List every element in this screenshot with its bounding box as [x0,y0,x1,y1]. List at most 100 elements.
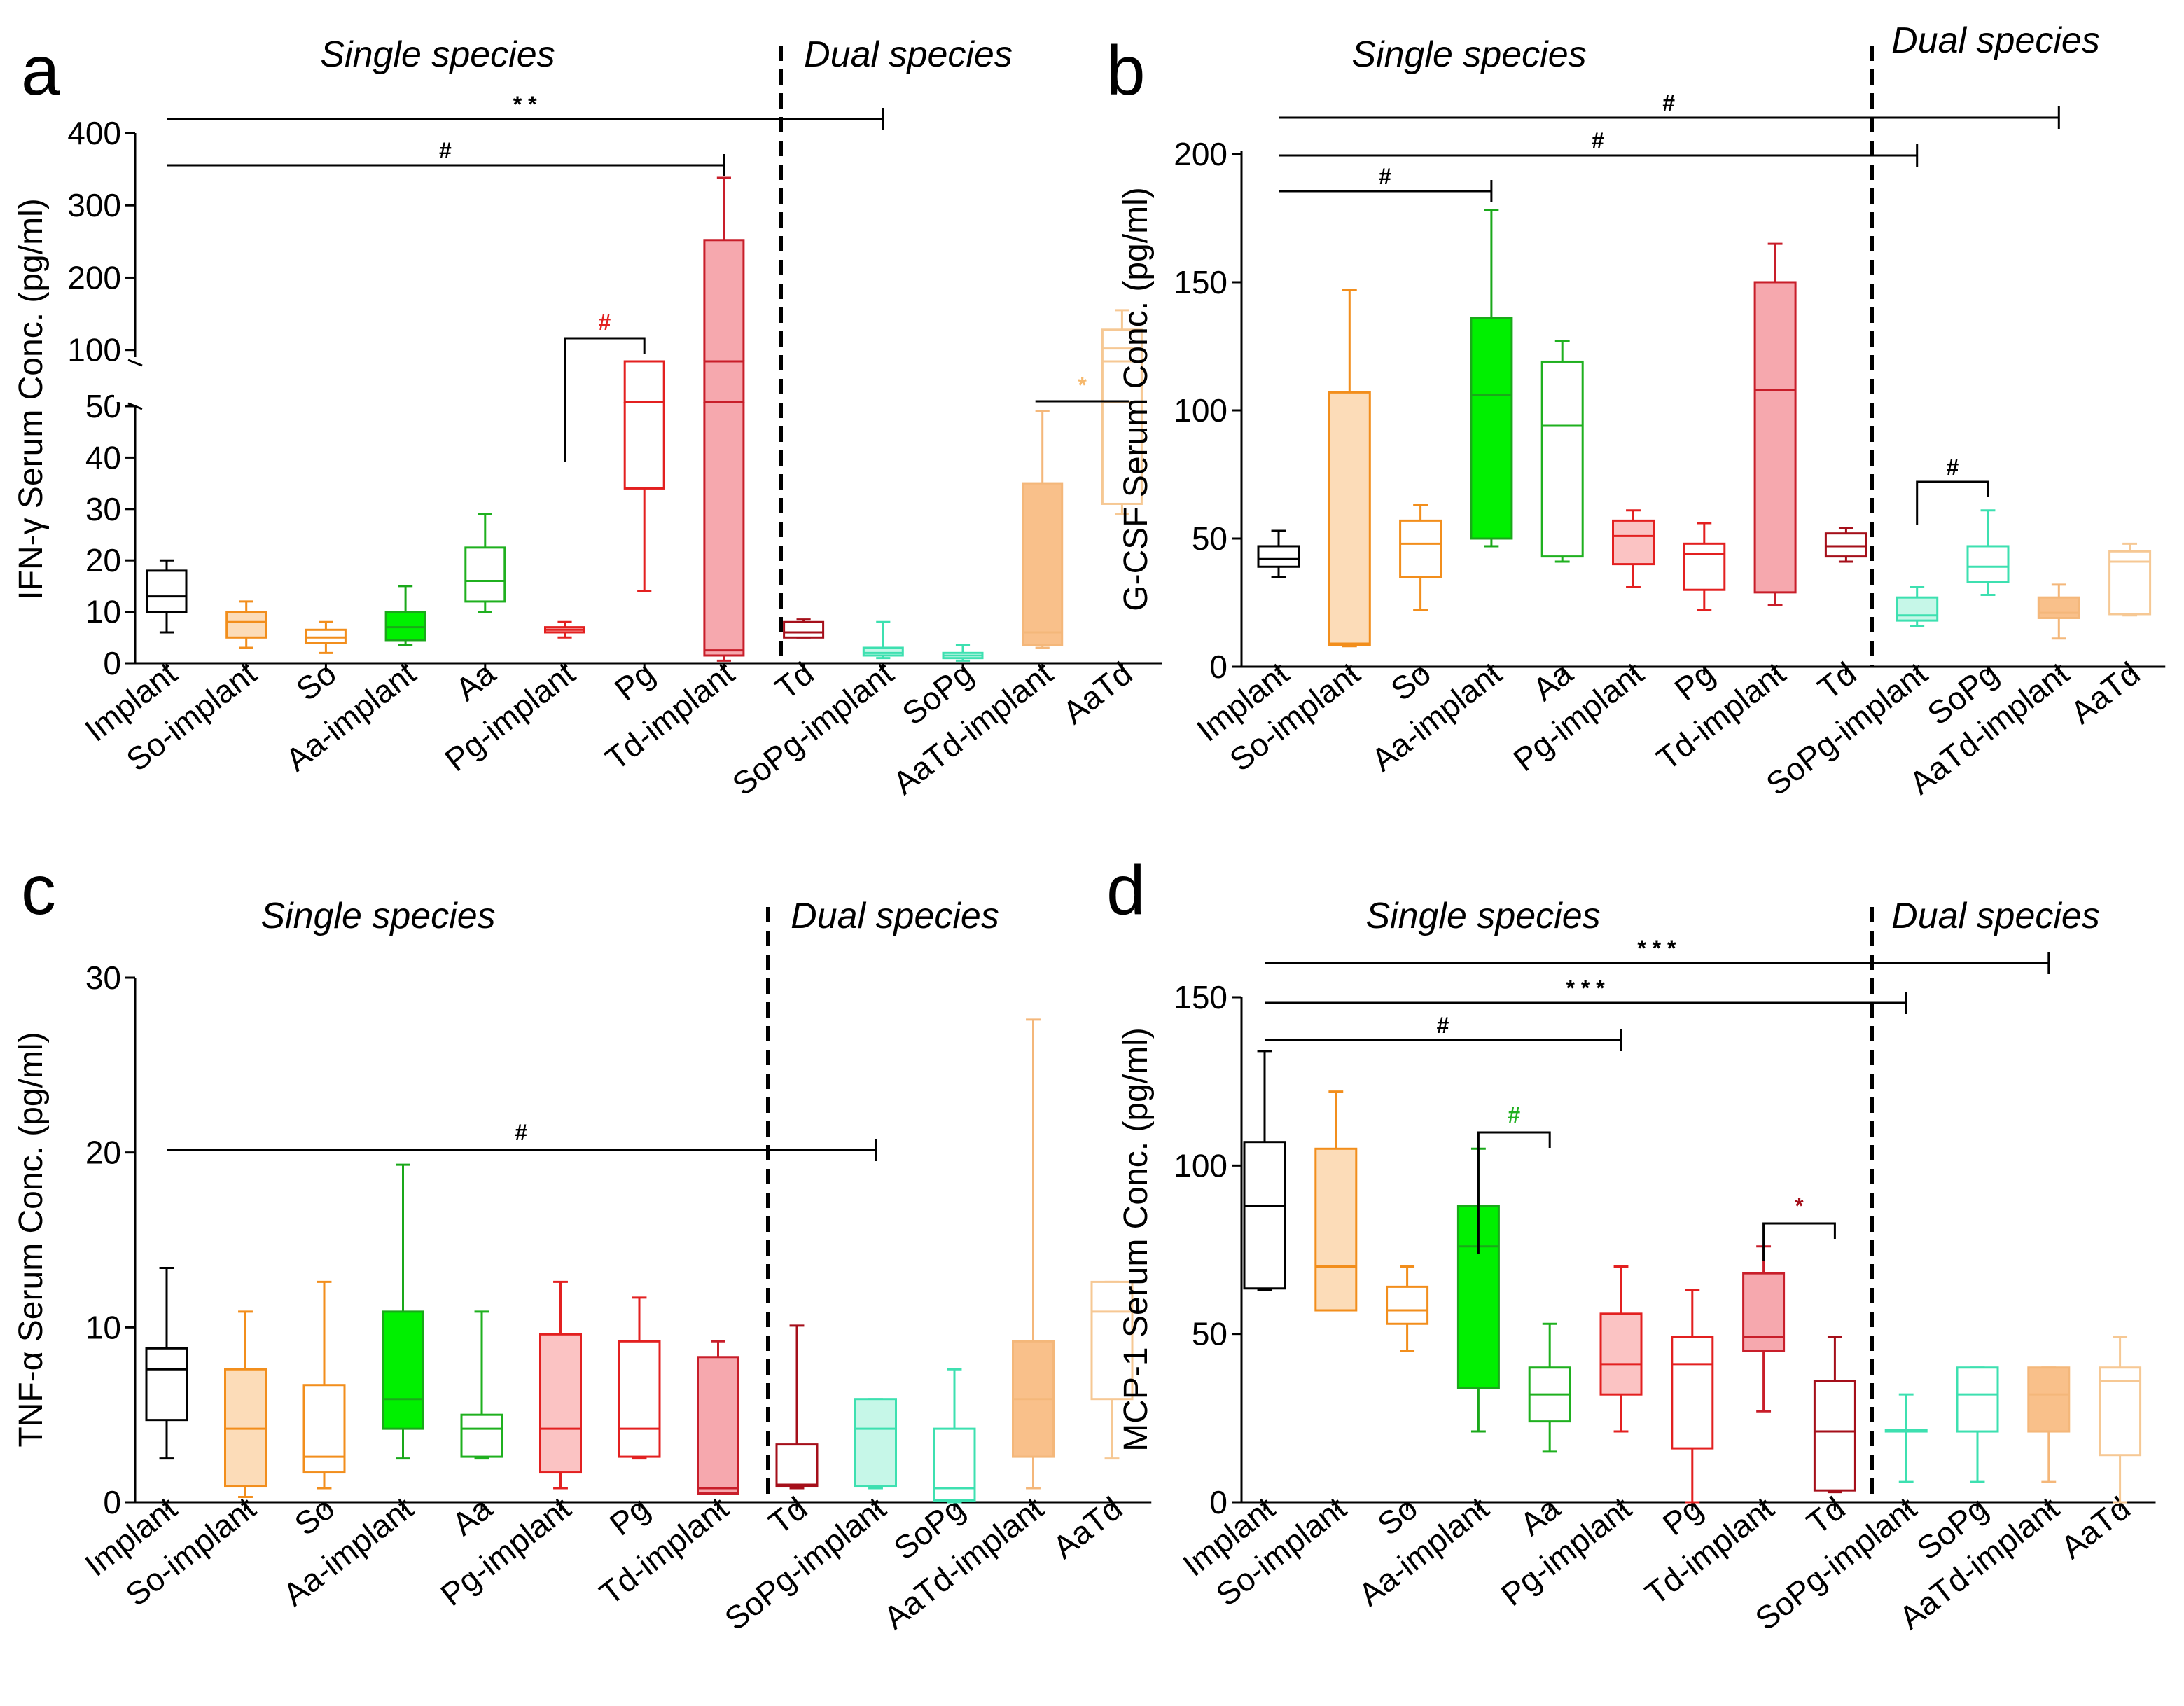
y-tick-label: 20 [85,1135,121,1171]
box-iqr [1470,317,1513,540]
box-iqr [464,546,506,603]
box-iqr [1599,1312,1643,1396]
box-SoPg [933,1368,976,1504]
y-tick-label: 50 [1192,1316,1227,1352]
box-iqr [539,1333,582,1474]
box-iqr [146,569,188,613]
significance-bar: # [1279,128,1919,167]
box-AaTd [1101,309,1143,515]
box-iqr [384,611,426,642]
box-So-implant [224,1310,267,1499]
box-iqr [933,1427,976,1502]
y-axis-title: IFN-γ Serum Conc. (pg/ml) [13,198,50,599]
significance-bar: # [167,138,725,176]
x-tick-label: Pg-implant [1506,655,1650,778]
significance-bracket [1477,1131,1551,1254]
box-Pg-implant [1599,1265,1643,1433]
box-iqr [1540,360,1584,558]
y-tick-label: 300 [67,187,121,223]
y-tick-label: 150 [1174,979,1227,1015]
box-So [1399,504,1442,611]
y-tick-label: 10 [85,1309,121,1345]
box-SoPg-implant [854,1398,897,1490]
box-AaTd [2099,1336,2142,1504]
box-AaTd-implant [2027,1366,2071,1483]
x-tick-label: AaTd [1056,655,1139,731]
box-iqr [697,1356,739,1495]
box-Aa-implant [382,1163,424,1460]
box-iqr [1386,1285,1429,1325]
box-iqr [145,1347,188,1422]
significance-label: * * [513,92,537,117]
significance-label: * [1078,373,1087,398]
y-axis-title: TNF-α Serum Conc. (pg/ml) [13,1032,50,1447]
box-iqr [618,1340,661,1458]
box-SoPg-implant [1884,1393,1928,1483]
x-tick-label: AaTd [2054,1490,2137,1566]
significance-label: * * * [1566,976,1606,1001]
significance-label: * * * [1637,936,1676,961]
y-tick-label: 20 [85,542,121,578]
y-tick-label: 50 [1192,520,1227,557]
box-Td [1824,527,1867,563]
box-So [302,1280,346,1490]
box-iqr [1328,391,1371,646]
y-tick-label: 100 [1174,1147,1227,1184]
box-Pg [623,377,665,592]
box-So-implant [1314,1090,1358,1312]
box-AaTd [1090,1280,1134,1460]
significance-bar: # [1279,90,2060,129]
box-iqr [460,1413,503,1458]
significance-bracket [564,337,646,462]
y-tick-label: 10 [85,594,121,630]
significance-bar: * * * [1265,936,2050,974]
significance-label: # [1379,164,1391,189]
box-iqr [225,611,267,639]
region-label-single: Single species [320,34,555,75]
box-Implant [145,1266,188,1460]
region-label-dual: Dual species [791,896,999,936]
box-SoPg-implant [862,620,904,660]
box-AaTd-implant [2037,583,2080,640]
box-Aa [1540,340,1584,563]
box-iqr [305,628,347,644]
significance-bar: # [167,1120,877,1161]
box-iqr [1896,596,1939,622]
box-AaTd [2108,542,2152,617]
box-AaTd-implant [1012,1018,1055,1490]
box-iqr [2037,596,2080,619]
y-tick-label: 0 [1209,1484,1227,1520]
box-Pg-implant [1612,509,1655,589]
y-tick-label: 100 [1174,392,1227,429]
box-Pg [1683,522,1726,611]
box-Td-implant [1742,1245,1786,1413]
box-Aa [1528,1322,1571,1453]
y-tick-label: 150 [1174,264,1227,300]
box-iqr [1753,281,1797,594]
significance-label: # [1946,455,1959,480]
region-label-dual: Dual species [1891,896,2100,936]
box-Implant [1243,1050,1286,1291]
box-iqr [2027,1366,2071,1433]
region-label-single: Single species [1351,34,1586,75]
y-tick-label: 100 [67,332,121,368]
y-tick-label: 200 [1174,136,1227,172]
box-Pg-implant [544,620,585,639]
panel-label: a [21,32,60,110]
panel-label: c [21,851,56,929]
significance-label: # [439,138,452,163]
x-tick-label: Td-implant [1639,1490,1781,1612]
x-tick-label: Pg-implant [1494,1490,1638,1613]
significance-label: # [1437,1013,1449,1038]
box-Td [783,618,825,639]
panel-label: b [1106,32,1146,110]
x-tick-label: Td-implant [1650,655,1792,777]
box-SoPg-implant [1896,586,1939,627]
significance-bar: # [1477,1102,1551,1254]
y-tick-label: 200 [67,259,121,296]
significance-bar: # [564,310,646,462]
box-Pg-implant [539,1280,582,1490]
y-tick-label: 400 [67,115,121,151]
significance-bar: # [1916,455,1989,525]
box-SoPg [1966,509,2010,597]
